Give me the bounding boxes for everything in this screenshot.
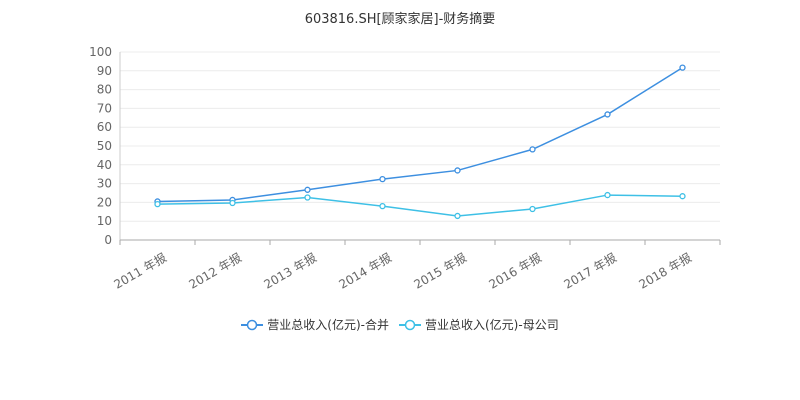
data-point (604, 191, 611, 199)
legend-item-parent[interactable]: 营业总收入(亿元)-母公司 (399, 316, 559, 333)
data-point (454, 167, 461, 174)
data-point (229, 199, 236, 207)
y-tick-label: 50 (97, 139, 112, 153)
y-tick-label: 40 (97, 158, 112, 172)
y-tick-label: 70 (97, 101, 112, 115)
data-point (379, 175, 386, 183)
data-point (529, 146, 536, 153)
x-tick-label: 2016 年报 (486, 250, 544, 292)
chart-title: 603816.SH[顾家家居]-财务摘要 (304, 12, 496, 27)
y-tick-label: 90 (97, 64, 112, 78)
axes (119, 52, 721, 245)
x-tick-label: 2012 年报 (186, 250, 244, 292)
legend-circle-icon (399, 319, 421, 330)
data-point (304, 194, 311, 201)
x-tick-label: 2018 年报 (636, 250, 694, 292)
y-tick-label: 30 (97, 177, 112, 191)
y-axis-ticks: 0 10 20 30 40 50 60 70 80 90 100 (89, 45, 112, 247)
legend-item-consolidated[interactable]: 营业总收入(亿元)-合并 (241, 316, 389, 333)
data-point (304, 186, 311, 193)
data-point (679, 64, 686, 71)
series-line (157, 66, 683, 203)
data-point (529, 205, 536, 213)
data-point (154, 200, 161, 208)
x-tick-label: 2015 年报 (411, 250, 469, 292)
legend-circle-icon (241, 319, 264, 330)
x-tick-label: 2013 年报 (261, 250, 319, 292)
x-tick-label: 2011 年报 (111, 250, 169, 292)
data-point (379, 203, 386, 210)
y-tick-label: 0 (104, 233, 112, 247)
series-group (154, 64, 686, 220)
y-tick-label: 80 (97, 83, 112, 97)
gridlines (120, 51, 720, 222)
x-tick-label: 2017 年报 (561, 250, 619, 292)
x-tick-label: 2014 年报 (336, 250, 394, 292)
data-point (604, 111, 611, 118)
legend-label: 营业总收入(亿元)-合并 (267, 318, 389, 332)
y-tick-label: 20 (97, 195, 112, 209)
data-point (679, 193, 686, 200)
y-tick-label: 100 (89, 45, 112, 59)
y-tick-label: 10 (97, 214, 112, 228)
y-tick-label: 60 (97, 120, 112, 134)
data-point (454, 212, 461, 220)
x-axis-ticks: 2011 年报 2012 年报 2013 年报 2014 年报 2015 年报 2016 … (111, 250, 694, 292)
legend-label: 营业总收入(亿元)-母公司 (425, 318, 559, 332)
legend: 营业总收入(亿元)-合并 营业总收入(亿元)-母公司 (0, 316, 800, 333)
series-line (157, 194, 683, 217)
